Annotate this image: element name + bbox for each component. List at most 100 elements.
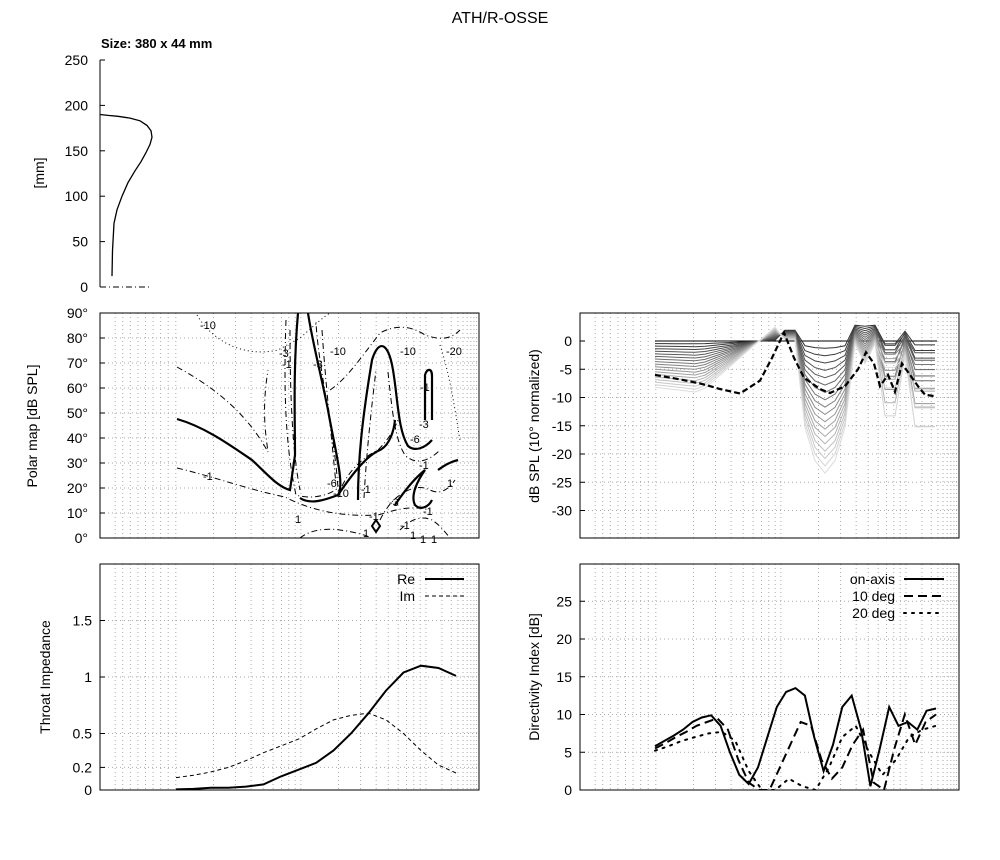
contour-label: -1 xyxy=(420,382,430,394)
polar-map-ylabel: Polar map [dB SPL] xyxy=(24,365,40,488)
polar-map-tick-label: 80° xyxy=(67,330,88,346)
contour-line xyxy=(337,419,397,496)
contour-label: -10 xyxy=(333,488,349,500)
contour-label: -1 xyxy=(400,520,410,532)
profile-tick-label: 250 xyxy=(65,52,89,68)
normalized-spl-panel: 0 -5 -10 -15 -20 -25 -30 dB SPL (10° normalize… xyxy=(526,312,960,539)
normalized-spl-tick-label: -10 xyxy=(552,390,572,406)
profile-curve xyxy=(99,113,153,277)
profile-ylabel: [mm] xyxy=(31,157,47,188)
directivity-index-tick-label: 15 xyxy=(556,669,572,685)
contour-line xyxy=(439,344,461,441)
spl-angle-curve xyxy=(654,331,935,423)
polar-map-ticks: 0° 10° 20° 30° 40° 50° 60° 70° 80° 90° xyxy=(67,305,105,546)
contour-label: -1 xyxy=(423,506,433,518)
directivity-index-tick-label: 5 xyxy=(564,744,572,760)
legend-im-label: Im xyxy=(399,588,415,604)
spl-angle-curve xyxy=(654,330,935,438)
contour-line xyxy=(363,369,441,499)
profile-tick-label: 100 xyxy=(65,188,89,204)
normalized-spl-tick-label: -15 xyxy=(552,418,572,434)
polar-map-tick-label: 30° xyxy=(67,455,88,471)
spl-angle-curve xyxy=(654,329,935,386)
normalized-spl-grid xyxy=(580,313,959,538)
polar-map-tick-label: 20° xyxy=(67,480,88,496)
contour-line xyxy=(299,528,373,539)
contour-label: -6 xyxy=(410,434,420,446)
throat-impedance-panel: 0 0.2 0.5 1 1.5 Throat Impedance Re Im xyxy=(37,563,480,798)
impedance-im-line xyxy=(175,712,457,779)
polar-map-contours xyxy=(176,312,461,539)
polar-map-tick-label: 50° xyxy=(67,405,88,421)
normalized-spl-ylabel: dB SPL (10° normalized) xyxy=(526,349,542,503)
contour-line xyxy=(423,368,434,420)
throat-impedance-tick-label: 1 xyxy=(84,669,92,685)
contour-line xyxy=(299,312,342,503)
polar-map-tick-label: 70° xyxy=(67,355,88,371)
normalized-spl-tick-label: -5 xyxy=(560,361,573,377)
directivity-index-tick-label: 20 xyxy=(556,631,572,647)
profile-tick-label: 0 xyxy=(80,279,88,295)
contour-label: 1 xyxy=(431,534,437,546)
contour-label: -1 xyxy=(361,484,371,496)
contour-label: -3 xyxy=(279,348,289,360)
legend-on-axis-label: on-axis xyxy=(850,571,895,587)
directivity-index-panel: 0 5 10 15 20 25 Directivity Index [dB] on-axi… xyxy=(526,563,960,798)
figure-title: ATH/R-OSSE xyxy=(452,10,549,27)
contour-line xyxy=(176,312,300,492)
throat-impedance-grid xyxy=(100,564,479,790)
contour-label: 1 xyxy=(410,530,416,542)
legend-re-label: Re xyxy=(397,571,415,587)
polar-map-tick-label: 10° xyxy=(67,505,88,521)
directivity-index-tick-label: 0 xyxy=(564,782,572,798)
directivity-legend: on-axis 10 deg 20 deg xyxy=(850,571,945,621)
spl-angle-curve xyxy=(654,332,935,408)
contour-label: -1 xyxy=(419,460,429,472)
contour-label: -3 xyxy=(419,419,429,431)
contour-label: 1 xyxy=(295,514,301,526)
throat-impedance-tick-label: 1.5 xyxy=(73,613,93,629)
polar-map-frame xyxy=(99,312,480,539)
contour-line xyxy=(284,319,339,498)
polar-map-tick-label: 0° xyxy=(75,530,88,546)
spl-angle-curve xyxy=(654,328,935,452)
spl-angle-curve xyxy=(654,327,935,460)
throat-impedance-tick-label: 0.2 xyxy=(73,759,93,775)
polar-map-tick-label: 90° xyxy=(67,305,88,321)
contour-label: -10 xyxy=(400,346,416,358)
contour-label: 1 xyxy=(420,534,426,546)
contour-line xyxy=(356,345,433,501)
contour-label: -3 xyxy=(389,497,399,509)
contour-label: -1 xyxy=(203,471,213,483)
polar-map-contour-labels: -10 -3 -1 -10 -3 -10 -20 -1 -3 -6 -1 -1 … xyxy=(200,320,462,546)
normalized-spl-tick-label: -20 xyxy=(552,446,572,462)
spl-angle-curve xyxy=(654,329,935,445)
contour-line xyxy=(289,329,337,491)
profile-ticks: 0 50 100 150 200 250 xyxy=(65,52,105,295)
directivity-index-tick-label: 25 xyxy=(556,593,572,609)
throat-impedance-ticks: 0 0.2 0.5 1 1.5 xyxy=(73,613,105,798)
profile-tick-label: 50 xyxy=(72,234,88,250)
profile-tick-label: 150 xyxy=(65,143,89,159)
contour-line xyxy=(176,366,269,453)
polar-map-tick-label: 60° xyxy=(67,380,88,396)
contour-label: -1 xyxy=(369,511,379,523)
normalized-spl-curves xyxy=(654,324,937,475)
directivity-index-ylabel: Directivity Index [dB] xyxy=(526,613,542,741)
contour-line xyxy=(370,518,382,534)
normalized-spl-tick-label: -25 xyxy=(552,474,572,490)
throat-impedance-tick-label: 0 xyxy=(84,782,92,798)
contour-label: 1 xyxy=(447,478,453,490)
di-on-axis-line xyxy=(654,686,937,787)
spl-angle-curve xyxy=(654,326,935,364)
polar-map-tick-label: 40° xyxy=(67,430,88,446)
legend-20deg-label: 20 deg xyxy=(852,605,895,621)
normalized-spl-tick-label: -30 xyxy=(552,503,572,519)
throat-impedance-tick-label: 0.5 xyxy=(73,726,93,742)
legend-10deg-label: 10 deg xyxy=(852,588,895,604)
throat-impedance-ylabel: Throat Impedance xyxy=(37,620,53,734)
size-label: Size: 380 x 44 mm xyxy=(101,36,212,51)
spl-angle-curve xyxy=(654,327,935,467)
contour-label: -3 xyxy=(313,359,323,371)
